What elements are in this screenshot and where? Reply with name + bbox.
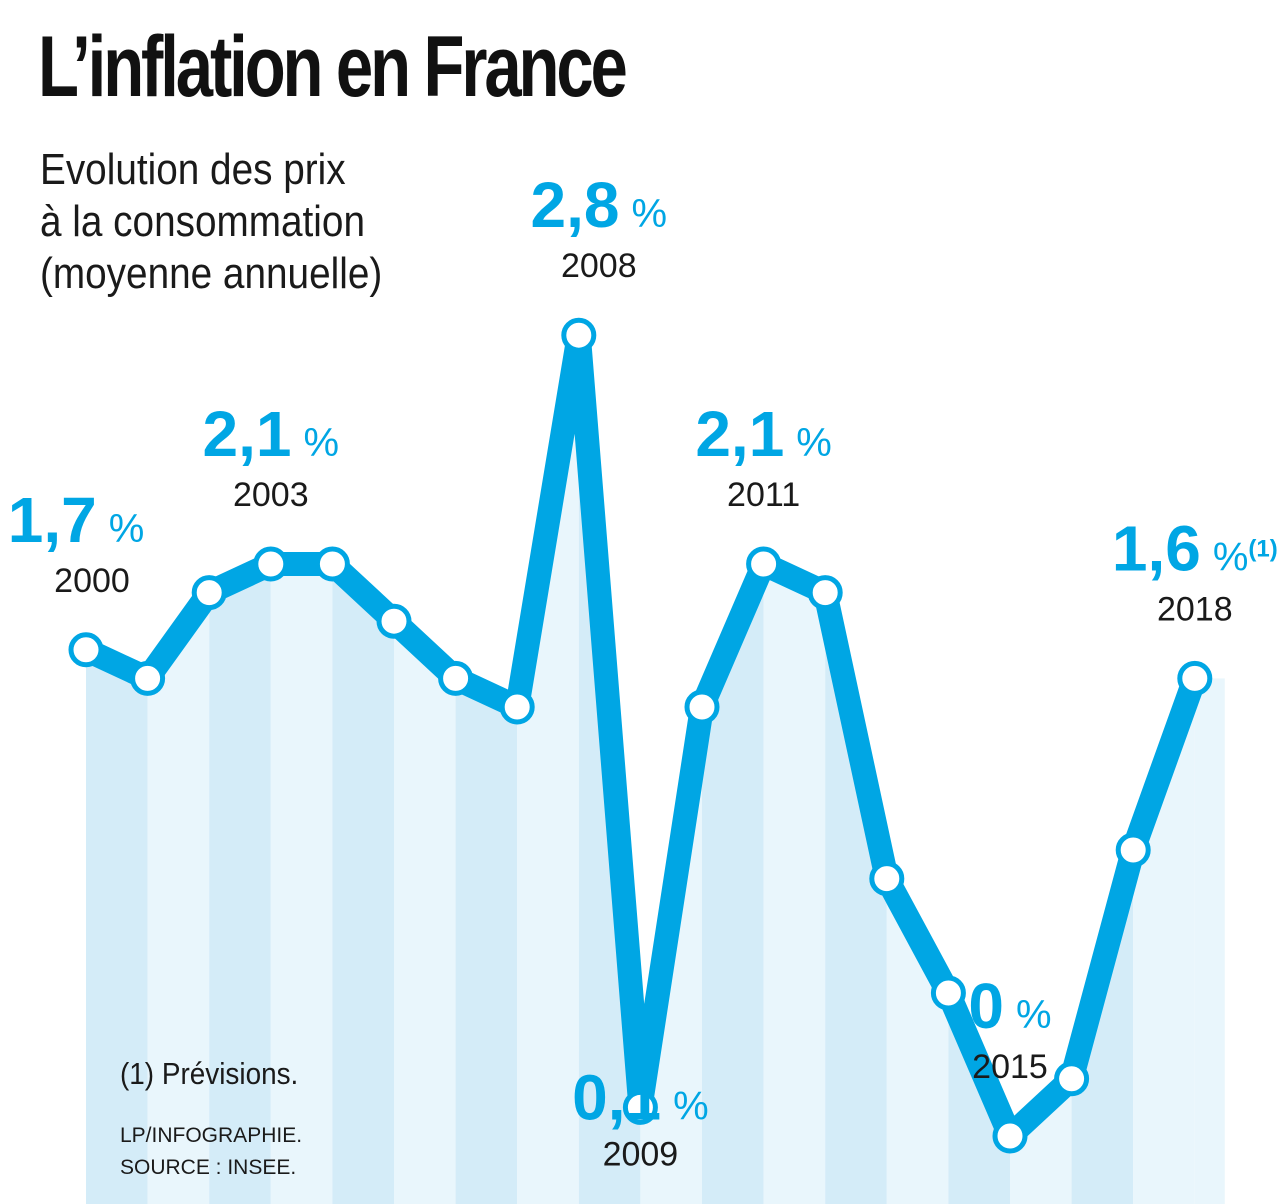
point-2004 — [314, 546, 350, 582]
band-2013 — [886, 878, 949, 1204]
point-2014 — [930, 975, 966, 1011]
band-2004 — [332, 564, 394, 1204]
point-2008 — [561, 317, 597, 353]
label-2011: 2,1 % 2011 — [695, 398, 832, 514]
band-2015 — [1010, 1078, 1072, 1204]
point-2003 — [253, 546, 289, 582]
year-label-2003: 2003 — [233, 476, 309, 514]
point-2012 — [807, 575, 843, 611]
point-2001 — [130, 660, 166, 696]
point-2009 — [622, 1089, 658, 1125]
label-2003: 2,1 % 2003 — [203, 398, 340, 514]
band-2010 — [702, 564, 764, 1204]
year-label-2009: 2009 — [603, 1135, 679, 1173]
band-2011 — [763, 564, 826, 1204]
value-label-2015: 0% — [968, 970, 1051, 1042]
source-line: SOURCE : INSEE. — [120, 1156, 297, 1179]
footnote: (1) Prévisions. — [120, 1056, 299, 1091]
value-label-2003: 2,1% — [203, 398, 340, 470]
point-2010 — [684, 689, 720, 725]
band-2006 — [455, 678, 518, 1204]
label-2000: 1,7 % 2000 — [8, 484, 145, 600]
point-2018 — [1177, 660, 1213, 696]
value-label-2009: 0,1% — [572, 1061, 709, 1133]
point-2000 — [68, 632, 104, 668]
subtitle-line-1: Evolution des prix — [40, 145, 346, 194]
label-2009: 0,1 %2009 — [572, 1061, 709, 1173]
year-label-2000: 2000 — [54, 562, 130, 600]
point-2013 — [869, 861, 905, 897]
value-label-2011: 2,1% — [695, 398, 832, 470]
year-label-2018: 2018 — [1157, 590, 1233, 628]
data-labels: 1,7 % 2000 2,1 % 2003 2,8 % 2008 0,1 %2009 2,1 % 2011… — [8, 169, 1278, 1173]
point-2015 — [992, 1118, 1028, 1154]
label-2015: 0 % 2015 — [968, 970, 1051, 1086]
band-2000 — [86, 649, 148, 1204]
point-2005 — [376, 603, 412, 639]
band-2012 — [825, 592, 887, 1204]
year-label-2015: 2015 — [972, 1048, 1048, 1086]
point-2006 — [438, 660, 474, 696]
band-2001 — [147, 592, 210, 1204]
point-2002 — [191, 575, 227, 611]
point-2011 — [746, 546, 782, 582]
year-label-2008: 2008 — [561, 247, 637, 285]
band-2005 — [394, 621, 456, 1204]
label-2008: 2,8 % 2008 — [531, 169, 668, 285]
subtitle-line-2: à la consommation — [40, 197, 365, 246]
band-2002 — [209, 564, 271, 1204]
point-2007 — [499, 689, 535, 725]
chart-title: L’inflation en France — [38, 19, 628, 115]
band-2007 — [517, 335, 579, 1204]
chart-subtitle: Evolution des prix à la consommation (mo… — [40, 144, 382, 300]
value-label-2000: 1,7% — [8, 484, 145, 556]
value-label-2008: 2,8% — [531, 169, 668, 241]
credit-line: LP/INFOGRAPHIE. — [120, 1124, 303, 1147]
data-points — [68, 317, 1213, 1154]
year-label-2011: 2011 — [727, 476, 800, 514]
subtitle-line-3: (moyenne annuelle) — [40, 249, 383, 298]
label-2018: 1,6 %(1) 2018 — [1112, 512, 1278, 628]
band-2003 — [270, 564, 333, 1204]
point-2017 — [1115, 832, 1151, 868]
value-label-2018: 1,6 %(1) — [1112, 512, 1278, 584]
band-end — [1194, 678, 1225, 1204]
point-2016 — [1054, 1061, 1090, 1097]
